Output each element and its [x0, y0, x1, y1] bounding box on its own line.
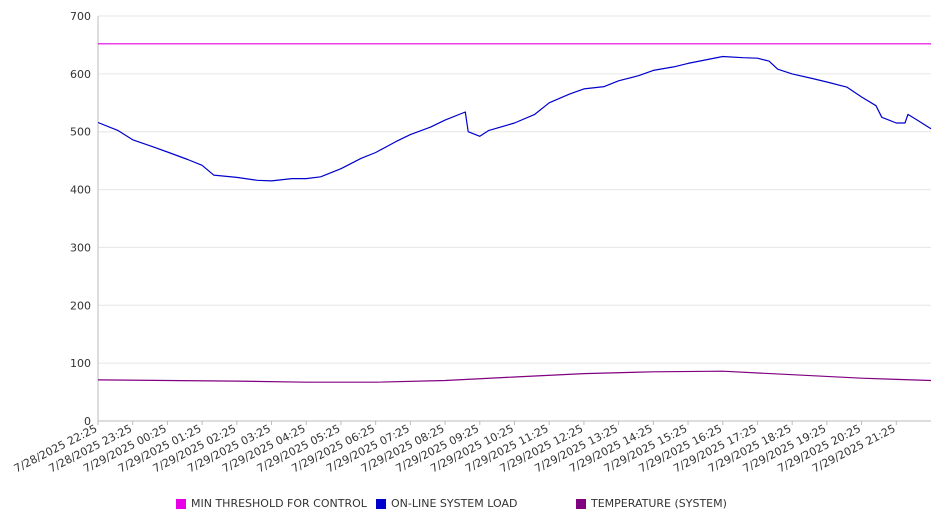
- legend-swatch-temperature: [576, 498, 586, 509]
- legend-item-temperature[interactable]: TEMPERATURE (SYSTEM): [576, 497, 727, 510]
- legend: MIN THRESHOLD FOR CONTROL ON-LINE SYSTEM…: [0, 497, 946, 515]
- grid-lines: [98, 15, 931, 364]
- y-tick-label-200: 200: [70, 299, 91, 312]
- y-tick-label-0: 0: [84, 415, 91, 428]
- system-load-line: [97, 55, 932, 182]
- legend-label-temperature: TEMPERATURE (SYSTEM): [591, 497, 727, 510]
- y-tick-label-400: 400: [70, 184, 91, 197]
- x-tick-labels: 7/28/2025 22:257/28/2025 23:257/29/2025 …: [12, 422, 898, 475]
- axes: [97, 16, 931, 425]
- legend-swatch-system-load: [376, 498, 386, 509]
- y-tick-label-300: 300: [70, 241, 91, 254]
- series-lines: [97, 43, 932, 383]
- y-tick-label-500: 500: [70, 126, 91, 139]
- y-tick-label-600: 600: [70, 68, 91, 81]
- legend-label-threshold: MIN THRESHOLD FOR CONTROL: [191, 497, 367, 510]
- y-tick-labels: 0 100 200 300 400 500 600 700: [70, 10, 91, 428]
- legend-item-system-load[interactable]: ON-LINE SYSTEM LOAD: [376, 497, 517, 510]
- legend-item-threshold[interactable]: MIN THRESHOLD FOR CONTROL: [176, 497, 367, 510]
- legend-swatch-threshold: [176, 498, 186, 509]
- legend-label-system-load: ON-LINE SYSTEM LOAD: [391, 497, 518, 510]
- y-tick-label-100: 100: [70, 357, 91, 370]
- temperature-line: [97, 370, 932, 383]
- y-tick-label-700: 700: [70, 10, 91, 23]
